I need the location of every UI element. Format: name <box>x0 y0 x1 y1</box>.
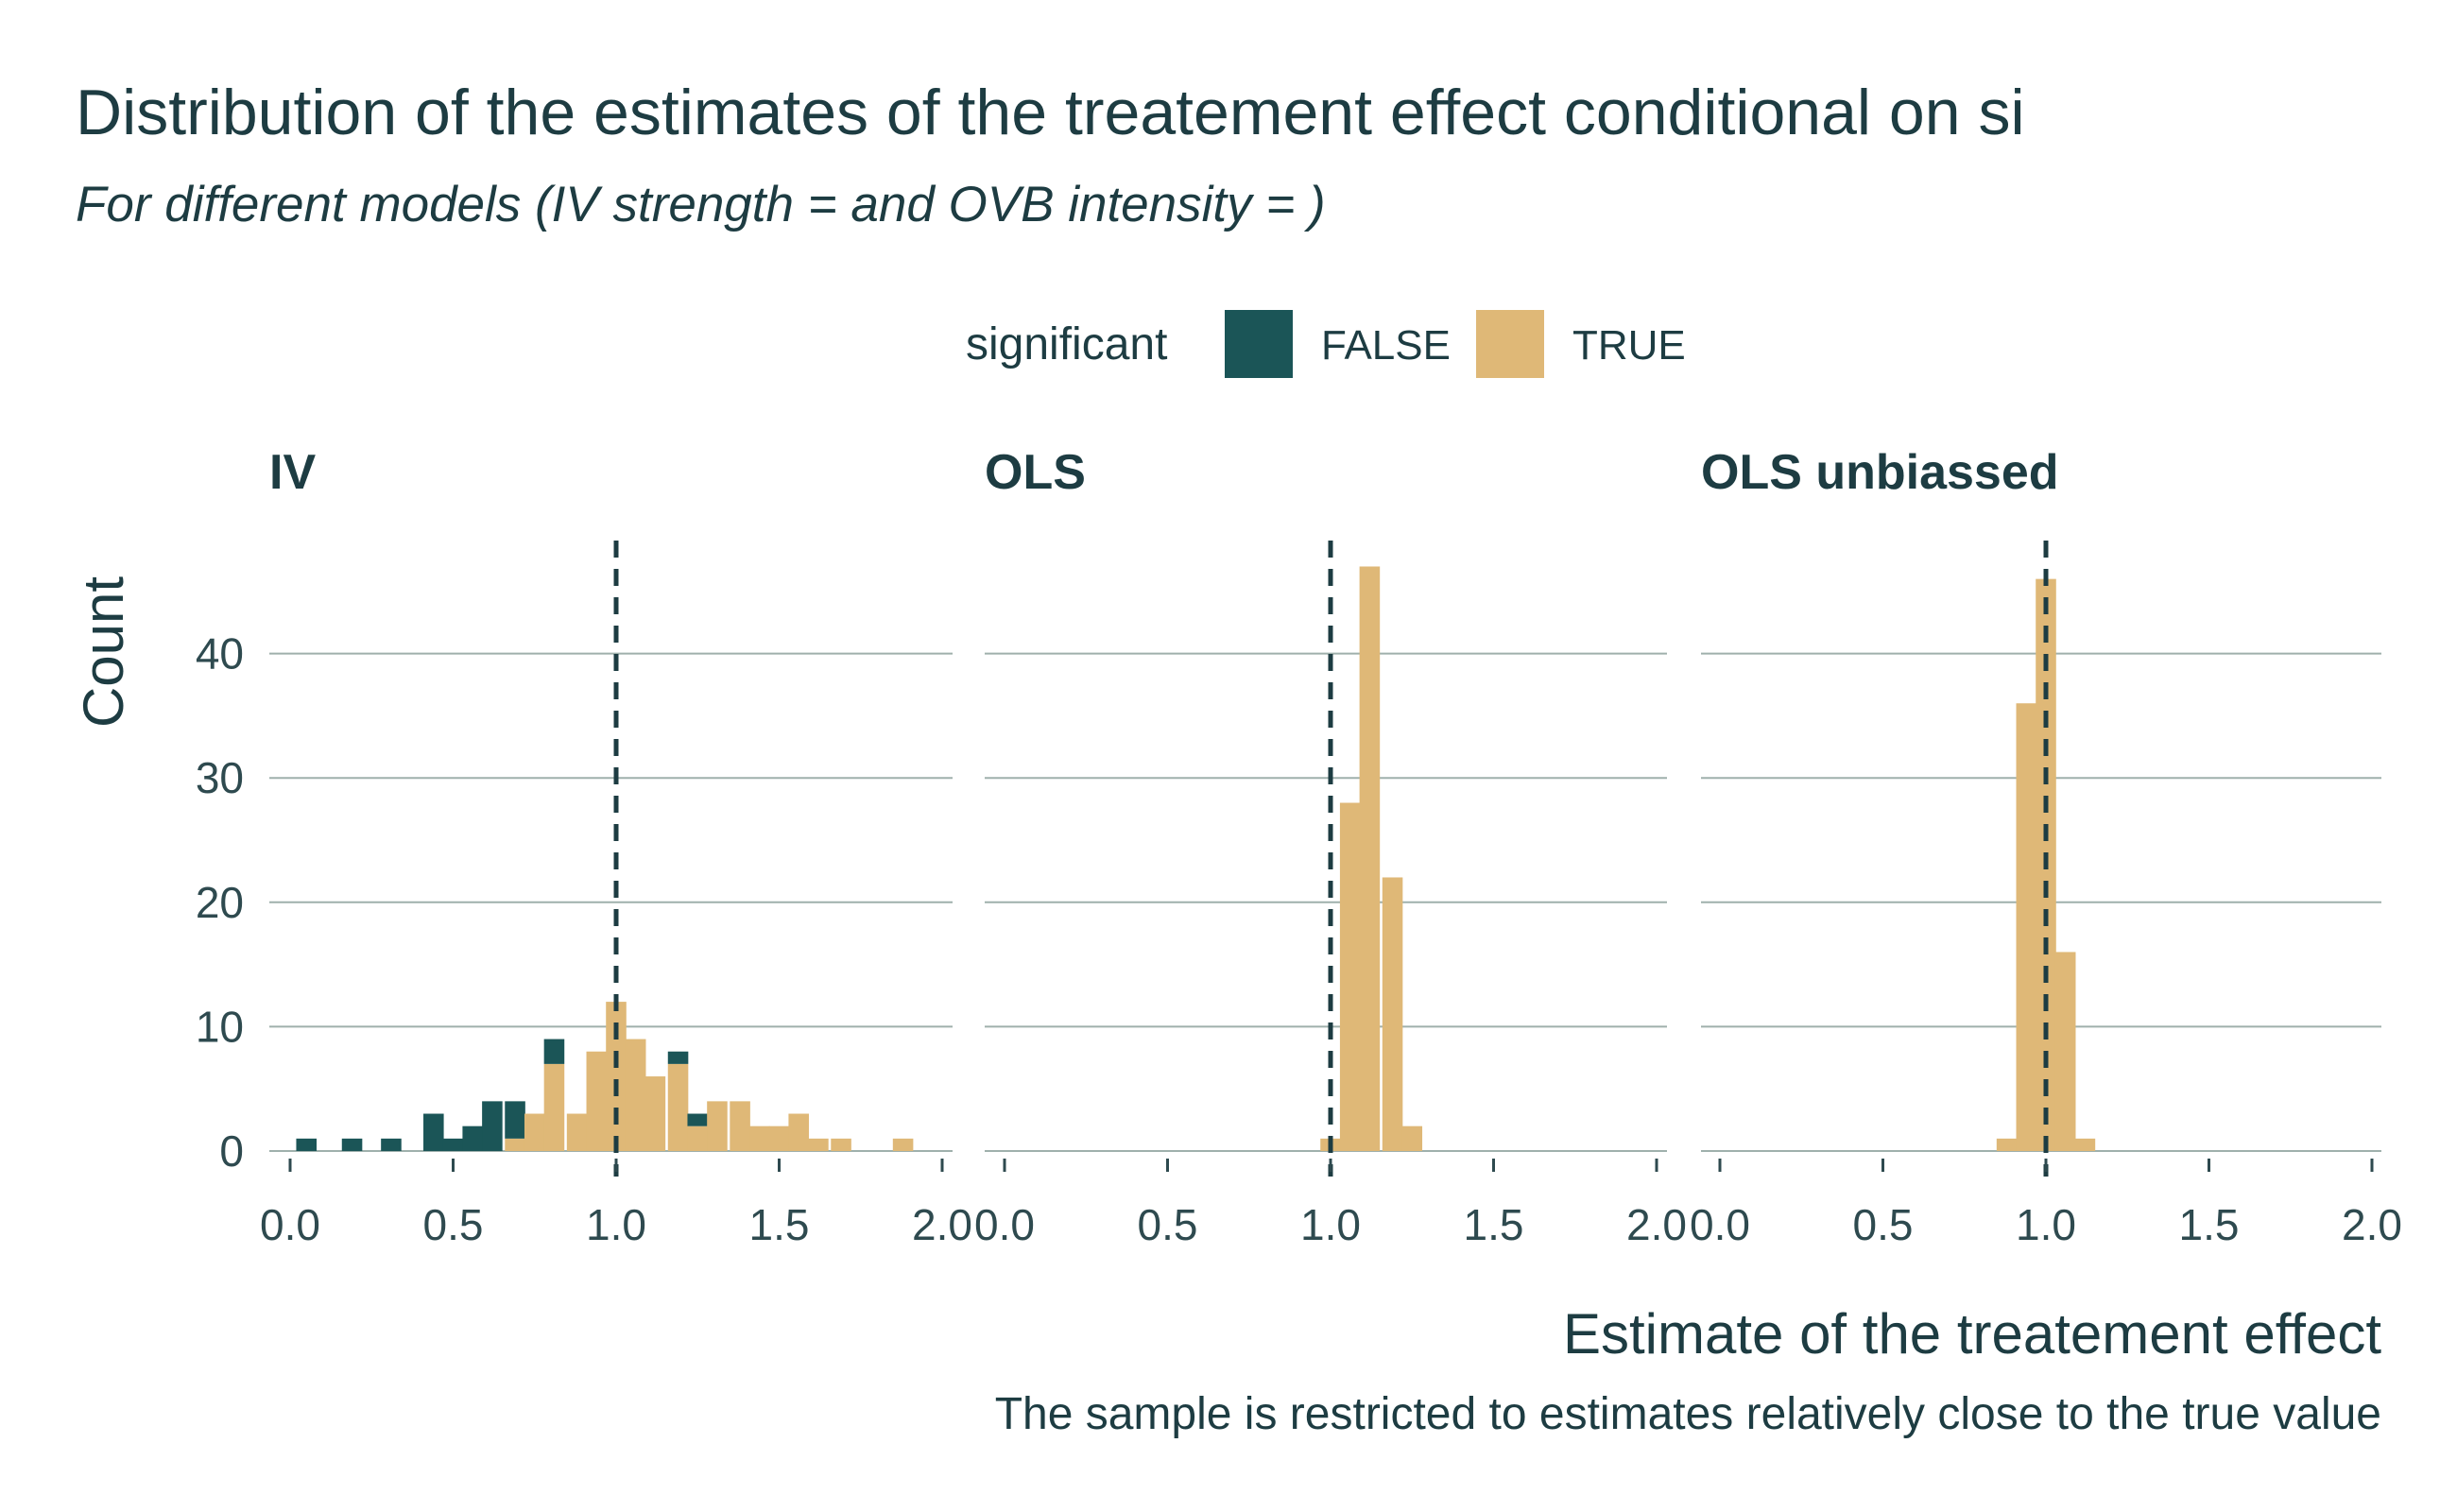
y-axis-title: Count <box>72 576 135 728</box>
x-tick-label: 1.5 <box>749 1200 810 1249</box>
bar-false <box>462 1125 483 1151</box>
bar-false <box>505 1101 525 1139</box>
bar-true <box>667 1063 689 1151</box>
x-tick-label: 1.0 <box>586 1200 646 1249</box>
facet-panel: OLS 0.0 0.5 1.0 1.5 2.0 <box>974 445 1687 1249</box>
bar-true <box>625 1039 646 1151</box>
x-tick-label: 0.5 <box>1138 1200 1198 1249</box>
x-tick-label: 2.0 <box>2342 1200 2402 1249</box>
bar-true <box>892 1138 914 1151</box>
bar-false <box>482 1101 503 1151</box>
x-tick-label: 1.0 <box>1300 1200 1361 1249</box>
bar-true <box>1401 1125 1423 1151</box>
bar-false <box>442 1138 464 1151</box>
x-axis-title: Estimate of the treatement effect <box>1563 1302 2381 1366</box>
bar-true <box>2054 952 2076 1151</box>
bar-false <box>667 1051 689 1064</box>
y-tick-label: 0 <box>219 1126 244 1176</box>
bar-true <box>730 1101 750 1151</box>
bar-true <box>2016 703 2037 1151</box>
bar-true <box>1382 877 1403 1151</box>
facet-panel: IV 0.0 0.5 1.0 1.5 2.0 <box>260 445 972 1249</box>
bar-true <box>1359 566 1381 1151</box>
chart-subtitle: For different models (IV strength = and … <box>76 177 1326 232</box>
legend: significant FALSE TRUE <box>966 310 1686 378</box>
x-tick-label: 1.5 <box>1464 1200 1524 1249</box>
panel-title: OLS unbiassed <box>1701 445 2059 500</box>
bar-true <box>707 1101 728 1151</box>
y-tick-label: 20 <box>196 878 244 927</box>
bar-false <box>341 1138 363 1151</box>
y-tick-label: 30 <box>196 753 244 802</box>
legend-swatch-false <box>1225 310 1293 378</box>
bar-false <box>423 1113 444 1151</box>
x-tick-label: 0.5 <box>423 1200 484 1249</box>
bar-true <box>808 1138 829 1151</box>
panel-title: OLS <box>985 445 1086 500</box>
bar-true <box>768 1125 790 1151</box>
bar-true <box>524 1113 545 1151</box>
legend-label-true: TRUE <box>1572 322 1686 369</box>
y-tick-label: 40 <box>196 629 244 679</box>
bar-true <box>1996 1138 2018 1151</box>
bar-true <box>543 1063 565 1151</box>
bar-true <box>687 1125 709 1151</box>
legend-label-false: FALSE <box>1321 322 1451 369</box>
x-tick-label: 0.5 <box>1853 1200 1914 1249</box>
bar-true <box>749 1125 770 1151</box>
bar-true <box>644 1076 666 1151</box>
bar-false <box>381 1138 402 1151</box>
y-tick-label: 10 <box>196 1002 244 1051</box>
x-tick-label: 0.0 <box>1690 1200 1750 1249</box>
y-tick-labels: 0 10 20 30 40 <box>196 629 244 1176</box>
x-tick-label: 2.0 <box>1626 1200 1687 1249</box>
x-tick-label: 2.0 <box>912 1200 972 1249</box>
x-tick-label: 1.0 <box>2016 1200 2076 1249</box>
bar-false <box>296 1138 318 1151</box>
bar-true <box>606 1002 627 1151</box>
bar-true <box>1339 802 1361 1151</box>
chart-title: Distribution of the estimates of the tre… <box>76 77 2025 148</box>
x-tick-label: 0.0 <box>974 1200 1035 1249</box>
bar-true <box>566 1113 588 1151</box>
x-tick-label: 0.0 <box>260 1200 320 1249</box>
bar-true <box>586 1051 608 1151</box>
legend-swatch-true <box>1476 310 1544 378</box>
legend-title: significant <box>966 319 1167 369</box>
bar-true <box>831 1138 851 1151</box>
bar-true <box>505 1138 525 1151</box>
bar-false <box>543 1039 565 1064</box>
facet-panel: OLS unbiassed 0.0 0.5 1.0 1.5 2.0 <box>1690 445 2402 1249</box>
bar-true <box>788 1113 809 1151</box>
bar-true <box>2074 1138 2096 1151</box>
bar-false <box>687 1113 709 1126</box>
chart-caption: The sample is restricted to estimates re… <box>995 1389 2381 1439</box>
x-tick-label: 1.5 <box>2179 1200 2240 1249</box>
panel-title: IV <box>269 445 316 500</box>
